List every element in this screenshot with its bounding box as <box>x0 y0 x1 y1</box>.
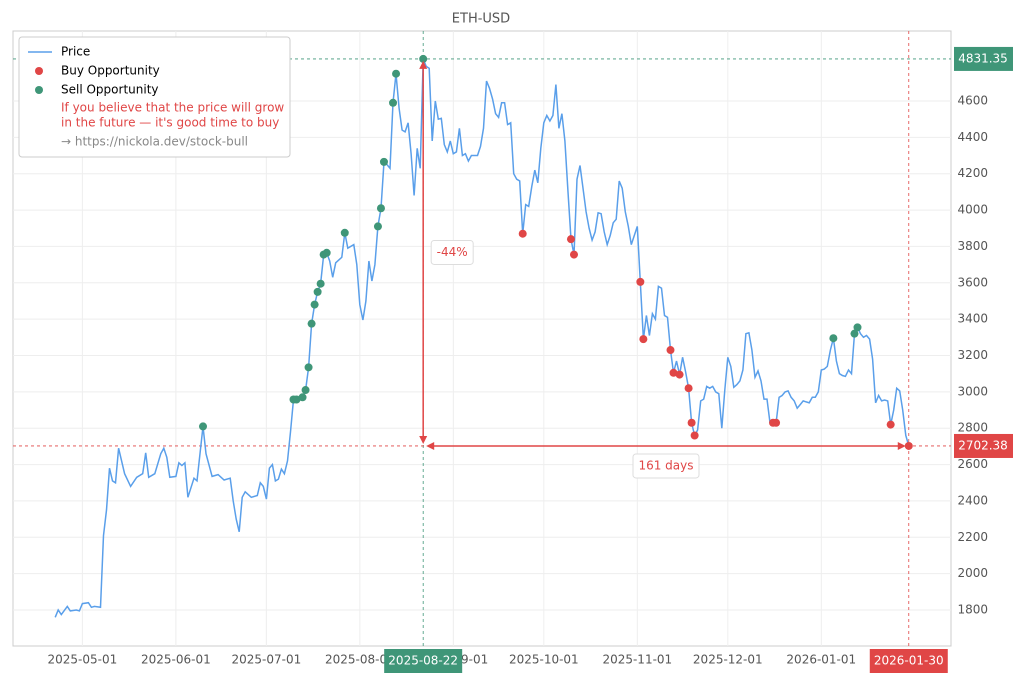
arrow-head <box>419 60 428 69</box>
signal-point <box>666 346 675 355</box>
y-tick-label: 2600 <box>957 457 988 471</box>
signal-point <box>684 384 693 393</box>
signal-point <box>373 222 382 231</box>
signal-point <box>310 300 319 309</box>
change-label: -44% <box>437 245 468 259</box>
y-tick-label: 2200 <box>957 530 988 544</box>
y-tick-label: 4400 <box>957 130 988 144</box>
signal-point <box>669 368 678 377</box>
signal-point <box>376 204 385 213</box>
last-date-badge <box>869 649 948 673</box>
arrow-head <box>419 435 428 444</box>
signal-point <box>904 441 913 450</box>
legend-label: Price <box>61 45 90 59</box>
legend-note: If you believe that the price will grow <box>61 101 284 115</box>
max-date-label: 2025-08-22 <box>388 654 458 668</box>
signal-point <box>304 363 313 372</box>
legend-marker <box>35 67 43 75</box>
legend-marker <box>35 86 43 94</box>
x-tick-label: 2025-12-01 <box>693 653 763 667</box>
x-tick-label: 2025-06-01 <box>141 653 211 667</box>
x-tick-label: 2026-01-01 <box>786 653 856 667</box>
signal-point <box>886 420 895 429</box>
legend-link: → https://nickola.dev/stock-bull <box>61 135 248 149</box>
signal-point <box>316 279 325 288</box>
signal-point <box>298 393 307 402</box>
max-value-label: 4831.35 <box>958 51 1008 65</box>
arrow-head <box>426 441 435 450</box>
annotation-box <box>430 239 474 265</box>
price-line <box>54 58 910 618</box>
signal-point <box>307 319 316 328</box>
max-value-badge <box>954 46 1013 71</box>
x-tick-label: 2025-05-01 <box>47 653 117 667</box>
signal-point <box>392 69 401 78</box>
y-tick-label: 4600 <box>957 93 988 107</box>
signal-point <box>853 323 862 332</box>
chart-title: ETH-USD <box>452 12 510 27</box>
signal-point <box>389 98 398 107</box>
signal-point <box>636 277 645 286</box>
legend-note: in the future — it's good time to buy <box>61 116 279 130</box>
x-tick-label: 2025-10-01 <box>509 653 579 667</box>
y-tick-label: 2000 <box>957 566 988 580</box>
legend-label: Buy Opportunity <box>61 64 160 78</box>
last-value-label: 2702.38 <box>958 438 1008 452</box>
signal-point <box>566 235 575 244</box>
signal-point <box>639 335 648 344</box>
signal-point <box>340 228 349 237</box>
signal-point <box>379 157 388 166</box>
y-tick-label: 3800 <box>957 239 988 253</box>
x-tick-label: 2025-07-01 <box>231 653 301 667</box>
signal-point <box>772 418 781 427</box>
signal-point <box>419 54 428 63</box>
signal-point <box>687 418 696 427</box>
legend-box <box>18 36 291 158</box>
y-tick-label: 3600 <box>957 275 988 289</box>
x-tick-label: 2025-08-01 <box>325 653 395 667</box>
y-tick-label: 3200 <box>957 348 988 362</box>
signal-point <box>301 386 310 395</box>
signal-point <box>292 395 301 404</box>
y-tick-label: 1800 <box>957 603 988 617</box>
y-tick-label: 3400 <box>957 312 988 326</box>
y-tick-label: 4200 <box>957 166 988 180</box>
signal-point <box>322 248 331 257</box>
y-tick-label: 3000 <box>957 384 988 398</box>
duration-label: 161 days <box>638 458 693 472</box>
signal-point <box>518 229 527 238</box>
last-date-label: 2026-01-30 <box>874 654 944 668</box>
arrow-head <box>897 441 906 450</box>
legend-label: Sell Opportunity <box>61 83 159 97</box>
y-tick-label: 4000 <box>957 203 988 217</box>
annotation-box <box>632 453 700 479</box>
last-value-badge <box>954 433 1013 458</box>
signal-point <box>850 329 859 338</box>
signal-point <box>690 431 699 440</box>
signal-point <box>569 250 578 259</box>
max-date-badge <box>384 649 463 673</box>
signal-point <box>199 422 208 431</box>
signal-point <box>675 370 684 379</box>
signal-point <box>313 287 322 296</box>
y-tick-label: 2800 <box>957 421 988 435</box>
x-tick-label: 2025-11-01 <box>602 653 672 667</box>
legend: Price Buy Opportunity Sell Opportunity If y… <box>18 36 291 158</box>
signal-point <box>829 334 838 343</box>
y-tick-label: 2400 <box>957 493 988 507</box>
